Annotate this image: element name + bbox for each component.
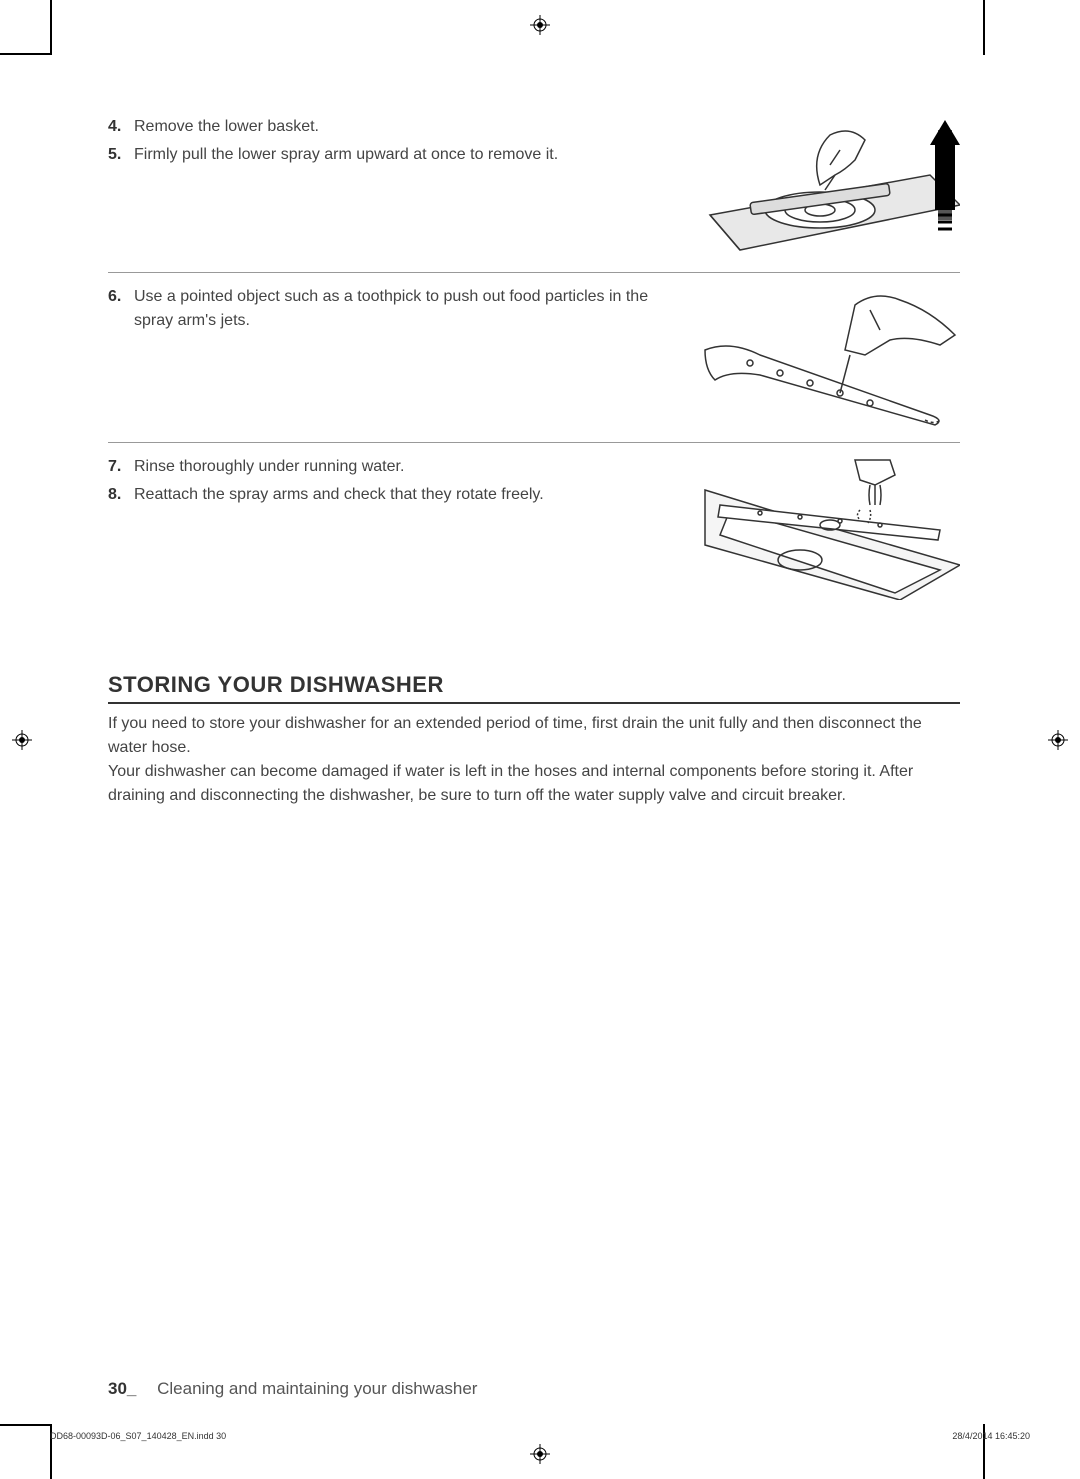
illustration-clean-jets (700, 285, 960, 430)
crop-mark (0, 53, 52, 55)
step-line: 5. Firmly pull the lower spray arm upwar… (108, 143, 680, 167)
step-description: Remove the lower basket. (134, 115, 680, 139)
indesign-slug: DD68-00093D-06_S07_140428_EN.indd 30 28/… (50, 1431, 1030, 1441)
step-block-6: 6. Use a pointed object such as a toothp… (108, 285, 960, 443)
step-description: Reattach the spray arms and check that t… (134, 483, 680, 507)
indd-file: DD68-00093D-06_S07_140428_EN.indd 30 (50, 1431, 226, 1441)
step-number: 5. (108, 143, 134, 167)
page-content: 4. Remove the lower basket. 5. Firmly pu… (108, 115, 960, 1399)
step-text: 6. Use a pointed object such as a toothp… (108, 285, 700, 430)
illustration-remove-spray-arm (700, 115, 960, 260)
registration-mark-icon (1048, 730, 1068, 750)
step-block-4-5: 4. Remove the lower basket. 5. Firmly pu… (108, 115, 960, 273)
crop-mark (0, 1424, 52, 1426)
registration-mark-icon (12, 730, 32, 750)
page-footer: 30_ Cleaning and maintaining your dishwa… (108, 1379, 477, 1399)
step-line: 6. Use a pointed object such as a toothp… (108, 285, 680, 333)
step-number: 6. (108, 285, 134, 333)
step-description: Rinse thoroughly under running water. (134, 455, 680, 479)
indd-timestamp: 28/4/2014 16:45:20 (952, 1431, 1030, 1441)
step-block-7-8: 7. Rinse thoroughly under running water.… (108, 455, 960, 612)
step-text: 7. Rinse thoroughly under running water.… (108, 455, 700, 600)
step-number: 8. (108, 483, 134, 507)
step-line: 7. Rinse thoroughly under running water. (108, 455, 680, 479)
registration-mark-icon (530, 1444, 550, 1464)
step-number: 7. (108, 455, 134, 479)
section-body: If you need to store your dishwasher for… (108, 712, 960, 808)
step-description: Firmly pull the lower spray arm upward a… (134, 143, 680, 167)
registration-mark-icon (530, 15, 550, 35)
step-text: 4. Remove the lower basket. 5. Firmly pu… (108, 115, 700, 260)
chapter-title: Cleaning and maintaining your dishwasher (157, 1379, 477, 1398)
page-number: 30_ (108, 1379, 136, 1398)
step-line: 8. Reattach the spray arms and check tha… (108, 483, 680, 507)
crop-mark (983, 0, 985, 55)
crop-mark (50, 0, 52, 55)
section-heading-storing: STORING YOUR DISHWASHER (108, 672, 960, 704)
illustration-rinse-spray-arm (700, 455, 960, 600)
step-number: 4. (108, 115, 134, 139)
step-line: 4. Remove the lower basket. (108, 115, 680, 139)
step-description: Use a pointed object such as a toothpick… (134, 285, 680, 333)
